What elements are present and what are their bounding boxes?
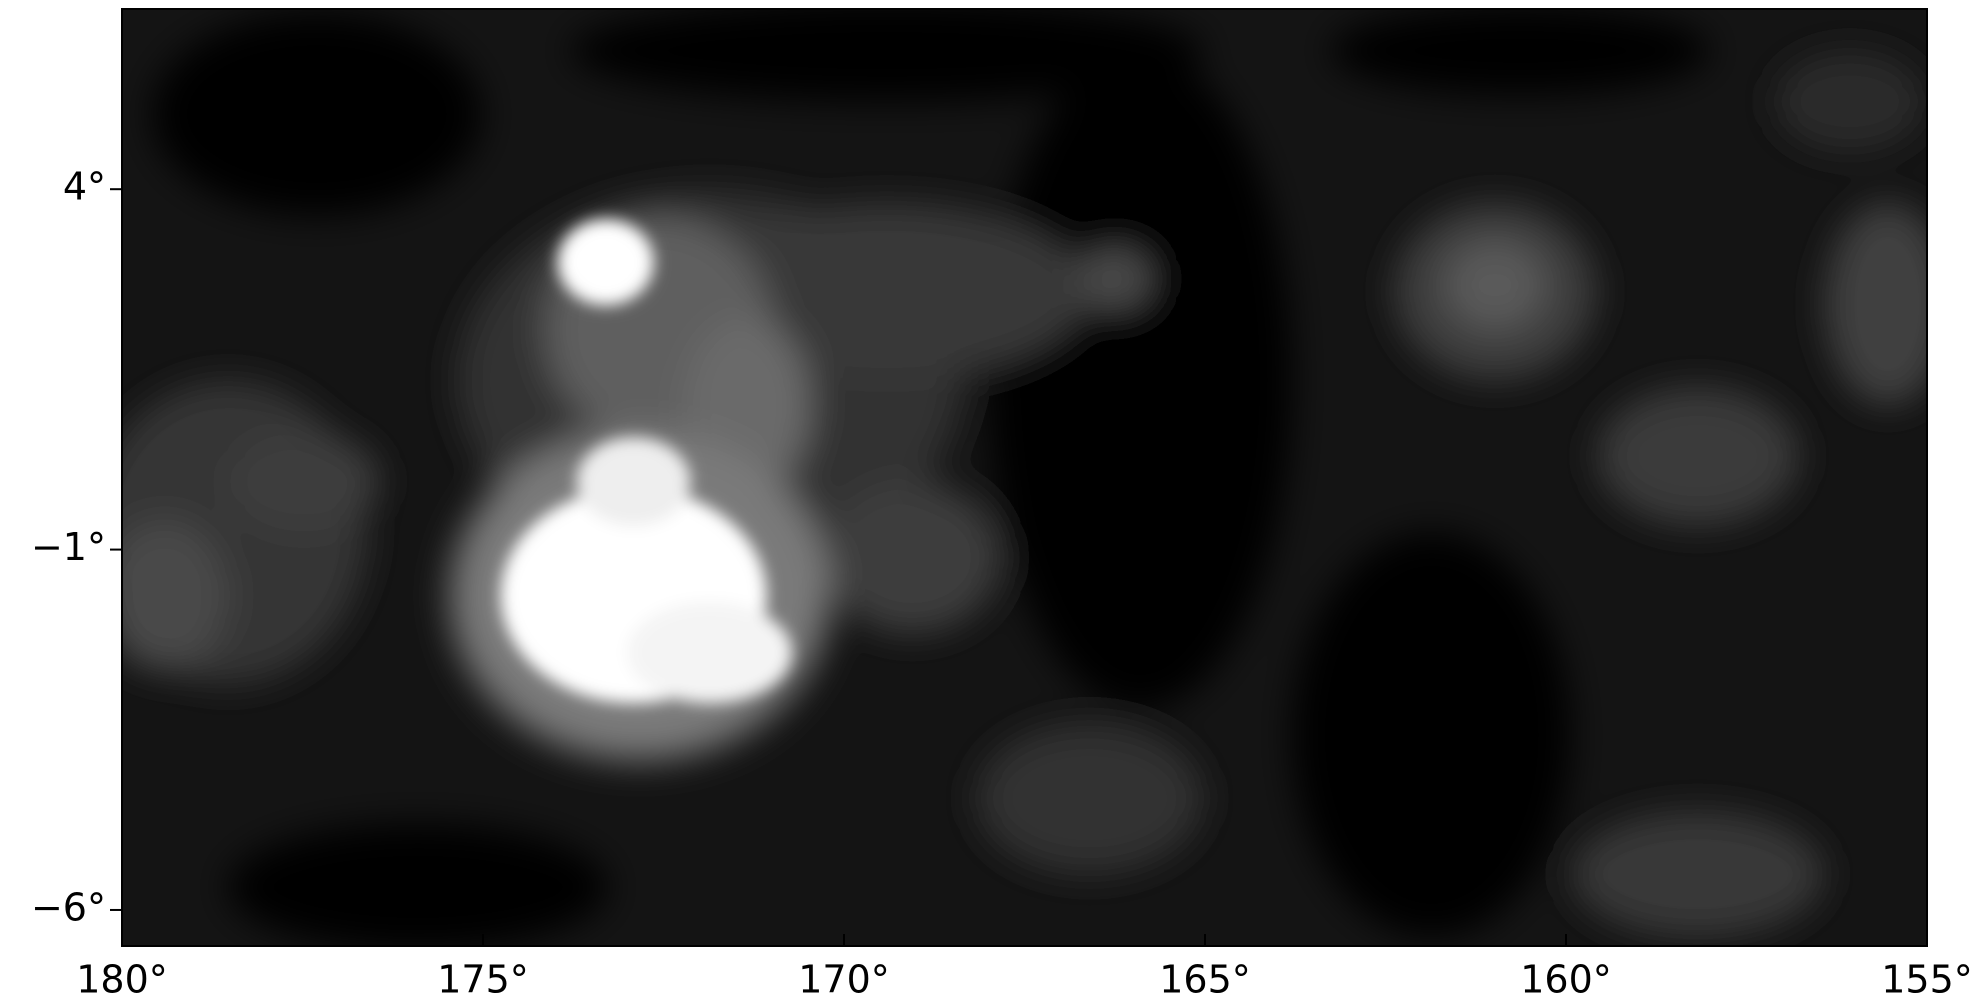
x-tick-label: 165° xyxy=(1159,958,1251,1002)
chart: 180° 175° 170° 165° 160° 155° 4° −1° −6° xyxy=(0,0,1977,1007)
page: {"chart_data": {"type": "image", "colorm… xyxy=(0,0,1977,1007)
x-tick-label: 170° xyxy=(798,958,890,1002)
y-tick-label: −6° xyxy=(31,885,106,929)
y-tick-label: 4° xyxy=(63,165,106,209)
y-tick-label: −1° xyxy=(31,525,106,569)
image xyxy=(89,0,1951,950)
x-tick-label: 175° xyxy=(437,958,529,1002)
x-tick-label: 180° xyxy=(76,958,168,1002)
x-tick-label: 155° xyxy=(1881,958,1973,1002)
x-tick-label: 160° xyxy=(1520,958,1612,1002)
